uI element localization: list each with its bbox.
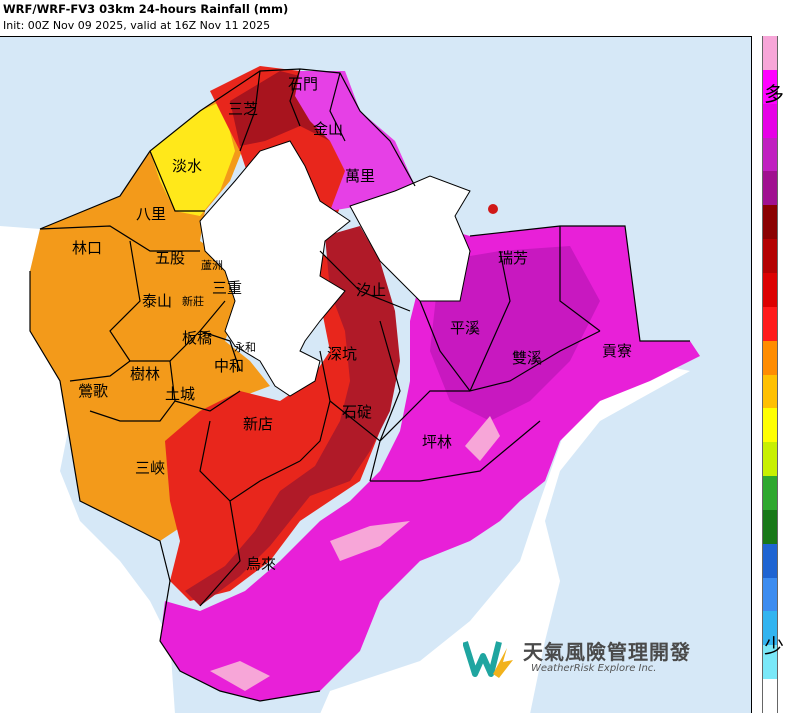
label-banqiao: 板橋 (182, 329, 212, 347)
color-scale-swatch (762, 171, 778, 206)
label-wulai: 烏來 (246, 555, 276, 573)
label-shenkeng: 深坑 (327, 345, 357, 363)
label-gongliao: 貢寮 (602, 342, 632, 360)
label-xinzhuang: 新莊 (182, 294, 204, 308)
label-yingge: 鶯歌 (78, 382, 108, 400)
map-title: WRF/WRF-FV3 03km 24-hours Rainfall (mm) (3, 2, 289, 16)
rain-zone-pink-1 (465, 416, 500, 461)
label-taishan: 泰山 (142, 292, 172, 310)
color-scale-swatch (762, 577, 778, 612)
label-sanchong: 三重 (212, 279, 242, 297)
rain-zone-pink-3 (210, 661, 270, 691)
label-pingxi: 平溪 (450, 319, 480, 337)
keelung-city (349, 175, 471, 302)
label-tucheng: 土城 (165, 385, 195, 403)
taipei-city (199, 140, 351, 397)
color-scale-swatch (762, 611, 778, 646)
color-scale-swatch (762, 340, 778, 375)
weatherrisk-logo-icon (463, 641, 513, 678)
label-shiding: 石碇 (342, 403, 372, 421)
label-ruifang: 瑞芳 (498, 249, 528, 267)
color-scale-swatch (762, 374, 778, 409)
chart-header: WRF/WRF-FV3 03km 24-hours Rainfall (mm) … (0, 0, 750, 36)
label-pinglin: 坪林 (422, 433, 452, 451)
label-wanli: 萬里 (345, 167, 375, 185)
rain-zone-purple (430, 246, 600, 421)
label-yonghe: 永和 (234, 340, 256, 354)
color-scale-swatch (762, 408, 778, 443)
label-xindian: 新店 (243, 415, 273, 433)
label-zhonghe: 中和 (214, 357, 244, 375)
color-scale-swatch (762, 69, 778, 104)
label-xizhi: 汐止 (356, 281, 386, 299)
label-shuangxi: 雙溪 (512, 349, 542, 367)
rain-zone-pink-2 (330, 521, 410, 561)
color-scale-swatch (762, 442, 778, 477)
color-scale-swatch (762, 679, 778, 713)
color-scale-swatch (762, 509, 778, 544)
label-sanxia: 三峽 (135, 459, 165, 477)
label-jinshan: 金山 (313, 120, 343, 138)
keelung-islet (488, 204, 498, 214)
color-scale-top-label: 多 (764, 82, 784, 106)
logo-name-en: WeatherRisk Explore Inc. (531, 663, 657, 674)
rain-zone-yellow (150, 101, 235, 216)
label-luzhou: 蘆洲 (201, 258, 223, 272)
logo-name-cn: 天氣風險管理開發 (523, 640, 691, 664)
label-sanzhi: 三芝 (228, 100, 258, 118)
label-linkou: 林口 (72, 239, 102, 257)
color-scale-swatch (762, 476, 778, 511)
color-scale-bottom-label: 少 (764, 634, 784, 658)
weatherrisk-logo: 天氣風險管理開發 WeatherRisk Explore Inc. (463, 636, 693, 682)
rain-zone-magenta-north (295, 71, 415, 211)
color-scale-swatch (762, 36, 778, 70)
label-bali: 八里 (136, 205, 166, 223)
color-scale-swatch (762, 543, 778, 578)
label-shimen: 石門 (288, 75, 318, 93)
label-tamsui: 淡水 (172, 157, 202, 175)
color-scale-swatch (762, 205, 778, 240)
color-scale-swatch (762, 137, 778, 172)
color-scale: 多 少 (752, 36, 800, 713)
label-wugu: 五股 (155, 249, 185, 267)
color-scale-swatch (762, 272, 778, 307)
label-shulin: 樹林 (130, 365, 160, 383)
color-scale-swatch (762, 103, 778, 138)
color-scale-swatch (762, 645, 778, 680)
rainfall-map: 石門 三芝 金山 萬里 淡水 八里 林口 五股 蘆洲 泰山 新莊 三重 汐止 瑞… (0, 36, 752, 713)
color-scale-swatch (762, 239, 778, 274)
district-boundaries (29, 68, 690, 702)
map-subtitle: Init: 00Z Nov 09 2025, valid at 16Z Nov … (3, 19, 271, 32)
map-canvas: 石門 三芝 金山 萬里 淡水 八里 林口 五股 蘆洲 泰山 新莊 三重 汐止 瑞… (0, 37, 751, 713)
rain-zone-darkred-band (185, 226, 400, 606)
color-scale-swatch (762, 306, 778, 341)
